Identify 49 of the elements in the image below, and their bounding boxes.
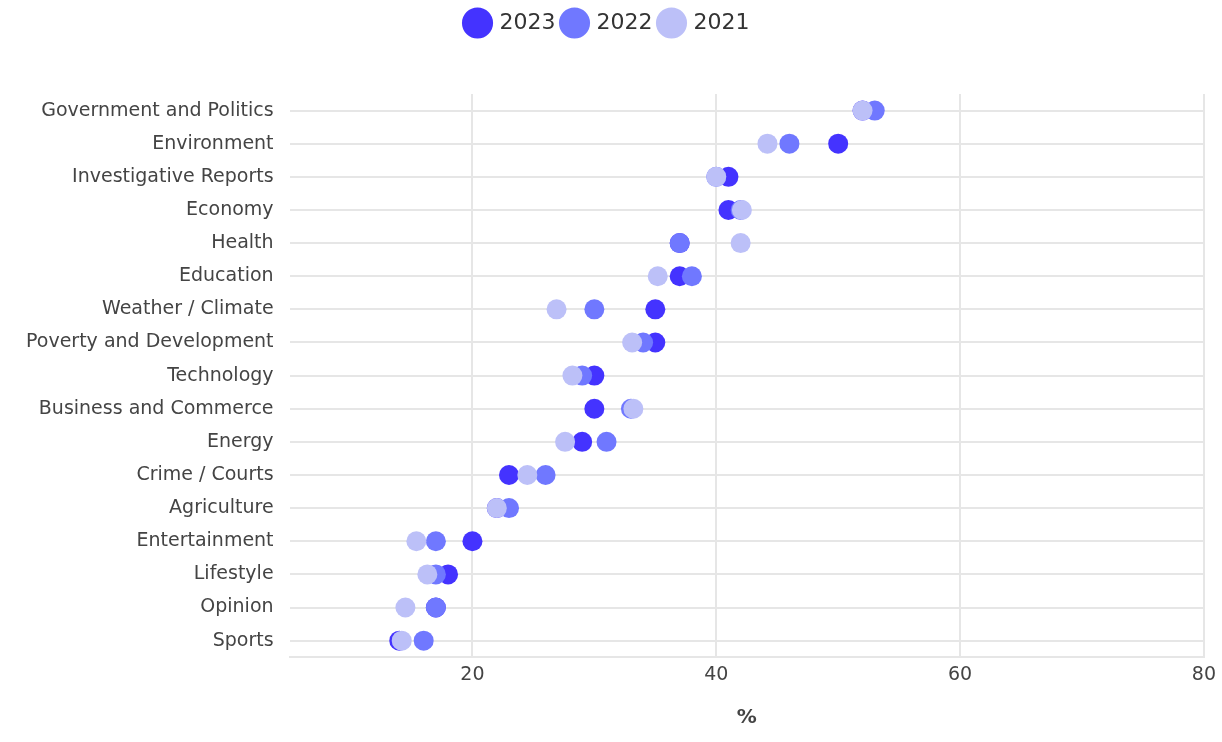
y-tick-label: Business and Commerce: [38, 395, 274, 418]
y-tick-label: Education: [178, 263, 274, 286]
point: [757, 133, 778, 154]
x-tick-label: 20: [460, 661, 485, 684]
x-tick-label: 80: [1191, 661, 1217, 684]
legend-label: 2022: [596, 8, 653, 34]
point: [417, 564, 438, 585]
point: [779, 133, 800, 154]
y-tick-label: Crime / Courts: [136, 461, 274, 484]
legend-label: 2023: [499, 8, 556, 34]
y-tick-label: Sports: [212, 627, 274, 650]
point: [546, 299, 567, 320]
point: [425, 531, 446, 552]
legend-label: 2021: [693, 8, 750, 34]
point: [406, 531, 427, 552]
y-tick-label: Technology: [166, 362, 274, 385]
point: [395, 597, 416, 618]
y-tick-label: Environment: [152, 130, 274, 153]
y-tick-label: Economy: [186, 196, 274, 219]
point: [584, 299, 605, 320]
x-tick-label: 40: [704, 661, 729, 684]
y-tick-label: Government and Politics: [41, 97, 274, 120]
y-tick-label: Health: [211, 230, 274, 253]
point: [622, 332, 643, 353]
y-tick-label: Investigative Reports: [72, 163, 274, 186]
point: [828, 133, 849, 154]
x-tick-label: 60: [947, 661, 973, 684]
point: [572, 431, 593, 452]
point: [517, 464, 538, 485]
point: [499, 464, 520, 485]
point: [535, 464, 556, 485]
x-axis-title: %: [736, 704, 757, 729]
point: [555, 431, 576, 452]
point: [413, 630, 434, 651]
y-tick-label: Lifestyle: [193, 561, 274, 584]
point: [645, 299, 666, 320]
y-tick-label: Weather / Climate: [101, 296, 274, 319]
y-tick-label: Poverty and Development: [26, 329, 274, 352]
point: [562, 365, 583, 386]
point: [647, 266, 668, 287]
point: [462, 531, 483, 552]
y-tick-label: Entertainment: [136, 528, 274, 551]
y-tick-label: Agriculture: [169, 495, 274, 518]
point: [584, 398, 605, 419]
point: [730, 233, 751, 254]
point: [596, 431, 617, 452]
y-tick-label: Opinion: [200, 594, 274, 617]
y-tick-label: Energy: [207, 428, 274, 451]
point: [681, 266, 702, 287]
